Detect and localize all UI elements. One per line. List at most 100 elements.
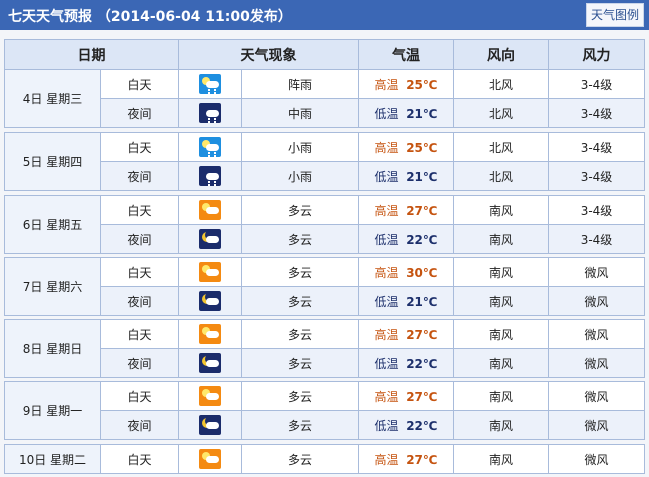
wind-power-cell: 微风 — [548, 444, 645, 474]
temperature-cell: 高温 27℃ — [358, 381, 454, 411]
icon-cell — [178, 224, 242, 254]
icon-cell — [178, 286, 242, 316]
temperature-cell: 低温 21℃ — [358, 161, 454, 191]
temp-value: 30℃ — [406, 265, 438, 280]
period-cell: 白天 — [100, 195, 179, 225]
temperature-cell: 高温 27℃ — [358, 319, 454, 349]
day-block: 9日 星期一 白天 多云 高温 27℃ 南风 微风 夜间 多云 低温 22℃ 南风 … — [4, 381, 645, 440]
period-cell: 白天 — [100, 319, 179, 349]
temp-label: 低温 — [374, 356, 399, 371]
period-cell: 夜间 — [100, 410, 179, 440]
wind-power-cell: 3-4级 — [548, 195, 645, 225]
wind-direction-cell: 南风 — [453, 319, 549, 349]
period-cell: 白天 — [100, 132, 179, 162]
date-cell: 5日 星期四 — [4, 132, 101, 191]
shower-rain-day-icon — [199, 74, 221, 94]
temp-value: 27℃ — [406, 452, 438, 467]
period-cell: 夜间 — [100, 286, 179, 316]
temp-value: 27℃ — [406, 203, 438, 218]
temp-label: 高温 — [374, 77, 399, 92]
icon-cell — [178, 195, 242, 225]
period-cell: 白天 — [100, 69, 179, 99]
header-weather: 天气现象 — [178, 39, 359, 70]
temp-value: 22℃ — [406, 356, 438, 371]
wind-power-cell: 3-4级 — [548, 224, 645, 254]
temp-label: 高温 — [374, 327, 399, 342]
wind-direction-cell: 南风 — [453, 381, 549, 411]
wind-power-cell: 微风 — [548, 257, 645, 287]
icon-cell — [178, 381, 242, 411]
cloudy-day-icon — [199, 262, 221, 282]
temp-value: 21℃ — [406, 106, 438, 121]
cloudy-night-icon — [199, 353, 221, 373]
temperature-cell: 低温 21℃ — [358, 286, 454, 316]
temp-value: 21℃ — [406, 169, 438, 184]
day-block: 7日 星期六 白天 多云 高温 30℃ 南风 微风 夜间 多云 低温 21℃ 南风 … — [4, 257, 645, 316]
cloudy-day-icon — [199, 324, 221, 344]
temp-label: 低温 — [374, 232, 399, 247]
temperature-cell: 低温 21℃ — [358, 98, 454, 128]
wind-direction-cell: 北风 — [453, 161, 549, 191]
title-bar: 七天天气预报 （2014-06-04 11:00发布） 天气图例 — [0, 0, 649, 30]
forecast-row: 8日 星期日 白天 多云 高温 27℃ 南风 微风 — [4, 319, 645, 378]
icon-cell — [178, 257, 242, 287]
temp-value: 25℃ — [406, 140, 438, 155]
icon-cell — [178, 132, 242, 162]
wind-power-cell: 微风 — [548, 410, 645, 440]
day-block: 4日 星期三 白天 阵雨 高温 25℃ 北风 3-4级 夜间 中雨 低温 21℃ 北… — [4, 69, 645, 128]
icon-cell — [178, 319, 242, 349]
icon-cell — [178, 444, 242, 474]
date-cell: 10日 星期二 — [4, 444, 101, 474]
day-block: 10日 星期二 白天 多云 高温 27℃ 南风 微风 — [4, 444, 645, 474]
cloudy-night-icon — [199, 291, 221, 311]
period-cell: 夜间 — [100, 224, 179, 254]
weather-cell: 阵雨 — [241, 69, 359, 99]
weather-cell: 小雨 — [241, 132, 359, 162]
weather-cell: 多云 — [241, 348, 359, 378]
wind-direction-cell: 北风 — [453, 98, 549, 128]
wind-direction-cell: 南风 — [453, 195, 549, 225]
icon-cell — [178, 161, 242, 191]
date-cell: 6日 星期五 — [4, 195, 101, 254]
cloudy-day-icon — [199, 200, 221, 220]
temp-label: 高温 — [374, 452, 399, 467]
forecast-row: 夜间 中雨 低温 21℃ 北风 3-4级 — [5, 98, 645, 128]
wind-direction-cell: 南风 — [453, 286, 549, 316]
temperature-cell: 低温 22℃ — [358, 348, 454, 378]
forecast-row: 夜间 小雨 低温 21℃ 北风 3-4级 — [5, 161, 645, 191]
temp-value: 27℃ — [406, 327, 438, 342]
forecast-row: 9日 星期一 白天 多云 高温 27℃ 南风 微风 — [4, 381, 645, 440]
temperature-cell: 高温 25℃ — [358, 69, 454, 99]
temperature-cell: 高温 27℃ — [358, 195, 454, 225]
icon-cell — [178, 69, 242, 99]
header-wind-power: 风力 — [548, 39, 645, 70]
temperature-cell: 高温 30℃ — [358, 257, 454, 287]
temp-label: 高温 — [374, 140, 399, 155]
weather-cell: 多云 — [241, 195, 359, 225]
temperature-cell: 低温 22℃ — [358, 224, 454, 254]
icon-cell — [178, 98, 242, 128]
cloudy-night-icon — [199, 415, 221, 435]
weather-cell: 多云 — [241, 381, 359, 411]
temp-value: 22℃ — [406, 418, 438, 433]
day-block: 8日 星期日 白天 多云 高温 27℃ 南风 微风 夜间 多云 低温 22℃ 南风 … — [4, 319, 645, 378]
period-cell: 白天 — [100, 257, 179, 287]
date-cell: 4日 星期三 — [4, 69, 101, 128]
temp-label: 低温 — [374, 294, 399, 309]
wind-power-cell: 3-4级 — [548, 132, 645, 162]
forecast-row: 夜间 多云 低温 22℃ 南风 微风 — [5, 410, 645, 440]
period-cell: 夜间 — [100, 161, 179, 191]
weather-cell: 多云 — [241, 286, 359, 316]
temp-value: 25℃ — [406, 77, 438, 92]
wind-power-cell: 3-4级 — [548, 69, 645, 99]
weather-legend-button[interactable]: 天气图例 — [586, 3, 644, 27]
cloudy-day-icon — [199, 449, 221, 469]
weather-cell: 多云 — [241, 257, 359, 287]
temperature-cell: 高温 27℃ — [358, 444, 454, 474]
temperature-cell: 低温 22℃ — [358, 410, 454, 440]
day-block: 5日 星期四 白天 小雨 高温 25℃ 北风 3-4级 夜间 小雨 低温 21℃ 北… — [4, 132, 645, 191]
period-cell: 夜间 — [100, 98, 179, 128]
forecast-row: 4日 星期三 白天 阵雨 高温 25℃ 北风 3-4级 — [4, 69, 645, 128]
header-date: 日期 — [4, 39, 179, 70]
temp-value: 22℃ — [406, 232, 438, 247]
